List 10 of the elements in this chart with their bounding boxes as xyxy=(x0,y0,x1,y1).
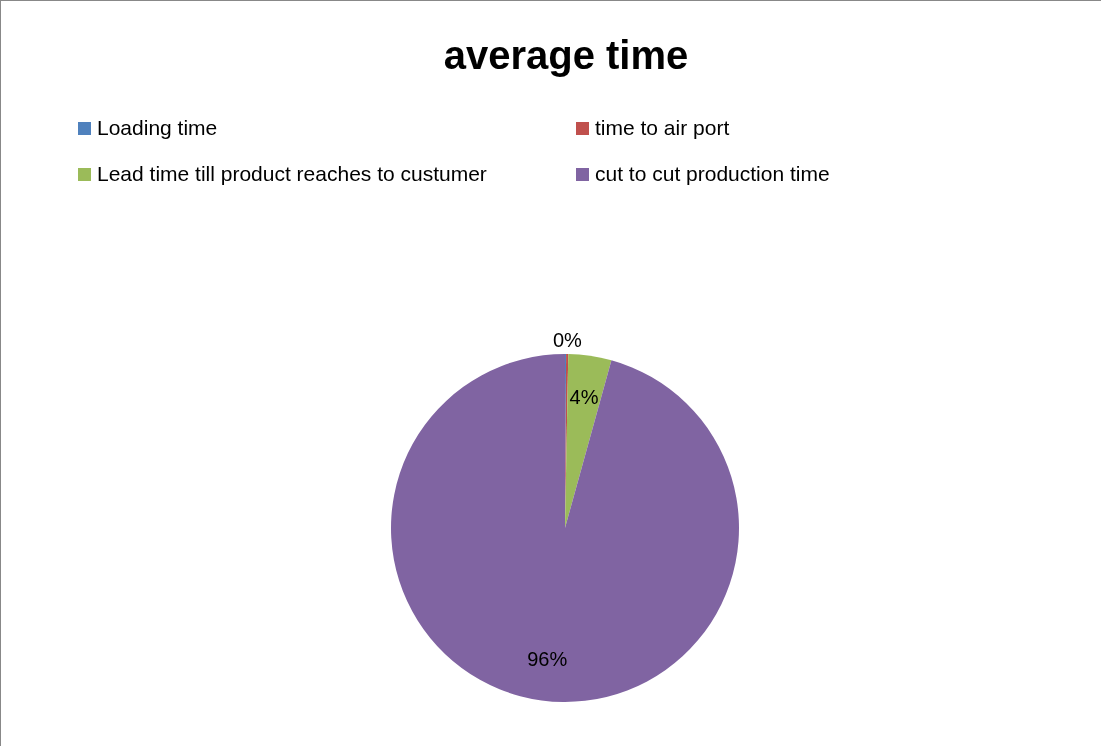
legend-label: Loading time xyxy=(97,116,218,140)
data-label: 4% xyxy=(569,386,599,409)
data-label: 0% xyxy=(552,329,583,352)
legend-label: cut to cut production time xyxy=(595,162,830,186)
data-label: 96% xyxy=(527,648,568,671)
chart-title: average time xyxy=(442,33,690,78)
pie-slice xyxy=(565,354,612,528)
legend-label: time to air port xyxy=(595,116,730,140)
legend-label: Lead time till product reaches to custumer xyxy=(97,162,487,186)
pie-slice xyxy=(391,354,739,702)
